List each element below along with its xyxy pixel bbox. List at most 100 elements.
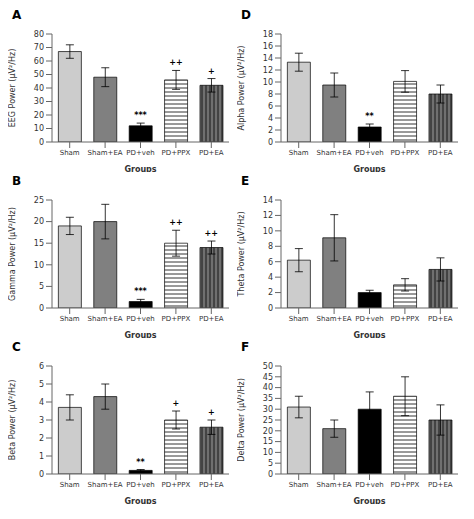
svg-text:25: 25 xyxy=(263,416,273,425)
svg-text:0: 0 xyxy=(39,138,44,147)
svg-text:**: ** xyxy=(136,458,145,467)
svg-text:Sham+EA: Sham+EA xyxy=(88,149,123,157)
svg-text:PD+veh: PD+veh xyxy=(126,481,154,489)
svg-text:Groups: Groups xyxy=(353,165,385,172)
svg-text:**: ** xyxy=(365,112,374,121)
svg-text:12: 12 xyxy=(263,66,273,75)
svg-text:PD+PPX: PD+PPX xyxy=(162,149,191,157)
svg-text:++: ++ xyxy=(169,58,182,67)
svg-text:PD+EA: PD+EA xyxy=(428,315,453,323)
svg-text:8: 8 xyxy=(268,242,273,251)
svg-text:Sham+EA: Sham+EA xyxy=(88,315,123,323)
svg-text:Groups: Groups xyxy=(124,497,156,504)
svg-text:4: 4 xyxy=(39,398,44,407)
svg-text:2: 2 xyxy=(268,288,273,297)
svg-text:Beta Power (μV²/Hz): Beta Power (μV²/Hz) xyxy=(8,380,17,461)
svg-text:60: 60 xyxy=(34,57,44,66)
svg-text:5: 5 xyxy=(39,380,44,389)
svg-text:Sham+EA: Sham+EA xyxy=(317,481,352,489)
svg-text:6: 6 xyxy=(268,258,273,267)
svg-text:15: 15 xyxy=(263,437,273,446)
svg-text:Delta Power (μV²/Hz): Delta Power (μV²/Hz) xyxy=(237,378,246,462)
svg-text:10: 10 xyxy=(263,448,273,457)
svg-text:80: 80 xyxy=(34,30,44,39)
svg-text:14: 14 xyxy=(263,54,273,63)
svg-text:20: 20 xyxy=(34,217,44,226)
svg-text:10: 10 xyxy=(263,227,273,236)
svg-text:20: 20 xyxy=(34,111,44,120)
svg-text:PD+PPX: PD+PPX xyxy=(391,315,420,323)
svg-text:25: 25 xyxy=(34,196,44,205)
svg-text:Theta Power (μV²/Hz): Theta Power (μV²/Hz) xyxy=(237,211,246,297)
svg-text:Gamma Power (μV²/Hz): Gamma Power (μV²/Hz) xyxy=(8,207,17,301)
svg-text:PD+veh: PD+veh xyxy=(355,481,383,489)
svg-text:50: 50 xyxy=(34,70,44,79)
svg-text:Groups: Groups xyxy=(353,497,385,504)
svg-text:6: 6 xyxy=(268,102,273,111)
svg-text:35: 35 xyxy=(263,394,273,403)
svg-text:PD+EA: PD+EA xyxy=(199,149,224,157)
svg-text:Sham: Sham xyxy=(60,149,80,157)
svg-text:Groups: Groups xyxy=(353,331,385,338)
svg-text:45: 45 xyxy=(263,373,273,382)
svg-text:6: 6 xyxy=(39,362,44,371)
svg-text:10: 10 xyxy=(34,261,44,270)
svg-text:PD+veh: PD+veh xyxy=(355,149,383,157)
svg-text:1: 1 xyxy=(39,452,44,461)
svg-text:***: *** xyxy=(134,111,147,120)
svg-text:12: 12 xyxy=(263,211,273,220)
svg-text:PD+EA: PD+EA xyxy=(428,481,453,489)
svg-text:3: 3 xyxy=(39,416,44,425)
svg-text:4: 4 xyxy=(268,114,273,123)
svg-text:18: 18 xyxy=(263,30,273,39)
svg-text:PD+EA: PD+EA xyxy=(199,481,224,489)
svg-text:***: *** xyxy=(134,287,147,296)
svg-text:20: 20 xyxy=(263,427,273,436)
svg-text:Sham: Sham xyxy=(289,481,309,489)
svg-text:40: 40 xyxy=(34,84,44,93)
svg-text:Sham+EA: Sham+EA xyxy=(88,481,123,489)
svg-text:Sham: Sham xyxy=(60,315,80,323)
svg-text:10: 10 xyxy=(263,78,273,87)
svg-text:10: 10 xyxy=(34,124,44,133)
svg-text:PD+veh: PD+veh xyxy=(355,315,383,323)
svg-text:EEG Power (μV²/Hz): EEG Power (μV²/Hz) xyxy=(8,49,17,128)
svg-text:30: 30 xyxy=(34,97,44,106)
svg-text:Sham: Sham xyxy=(289,149,309,157)
svg-text:Sham+EA: Sham+EA xyxy=(317,315,352,323)
svg-text:30: 30 xyxy=(263,405,273,414)
svg-text:Groups: Groups xyxy=(124,165,156,172)
svg-text:Groups: Groups xyxy=(124,331,156,338)
svg-text:PD+PPX: PD+PPX xyxy=(391,149,420,157)
svg-text:0: 0 xyxy=(39,470,44,479)
svg-text:8: 8 xyxy=(268,90,273,99)
svg-text:4: 4 xyxy=(268,273,273,282)
svg-text:Sham: Sham xyxy=(60,481,80,489)
svg-text:2: 2 xyxy=(39,434,44,443)
svg-text:++: ++ xyxy=(205,229,218,238)
svg-text:PD+PPX: PD+PPX xyxy=(162,481,191,489)
svg-text:0: 0 xyxy=(268,304,273,313)
svg-text:2: 2 xyxy=(268,126,273,135)
svg-text:PD+EA: PD+EA xyxy=(199,315,224,323)
svg-text:Alpha Power (μV²/Hz): Alpha Power (μV²/Hz) xyxy=(237,46,246,131)
svg-text:40: 40 xyxy=(263,383,273,392)
svg-text:0: 0 xyxy=(39,304,44,313)
svg-text:14: 14 xyxy=(263,196,273,205)
svg-text:15: 15 xyxy=(34,239,44,248)
svg-text:16: 16 xyxy=(263,42,273,51)
svg-text:70: 70 xyxy=(34,43,44,52)
svg-text:50: 50 xyxy=(263,362,273,371)
svg-text:PD+veh: PD+veh xyxy=(126,149,154,157)
svg-text:+: + xyxy=(208,67,215,76)
svg-text:5: 5 xyxy=(268,459,273,468)
svg-text:0: 0 xyxy=(268,470,273,479)
svg-text:Sham+EA: Sham+EA xyxy=(317,149,352,157)
svg-text:+: + xyxy=(173,399,180,408)
svg-text:PD+PPX: PD+PPX xyxy=(391,481,420,489)
svg-text:PD+PPX: PD+PPX xyxy=(162,315,191,323)
svg-text:0: 0 xyxy=(268,138,273,147)
svg-text:PD+EA: PD+EA xyxy=(428,149,453,157)
svg-text:+: + xyxy=(208,408,215,417)
svg-text:Sham: Sham xyxy=(289,315,309,323)
